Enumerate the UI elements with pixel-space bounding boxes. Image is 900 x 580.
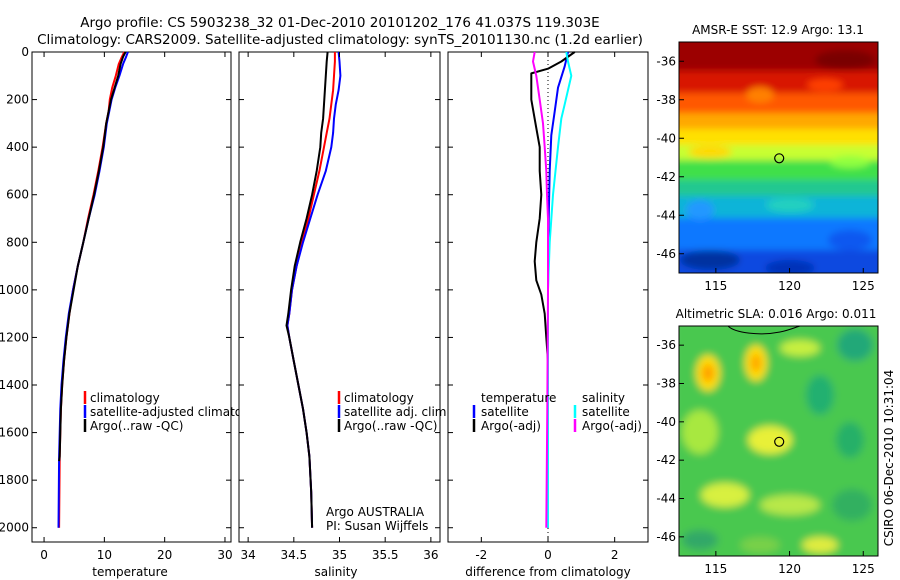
map-y-tick-label: -46 (656, 247, 676, 261)
temperature-axis-label: temperature (92, 565, 167, 579)
y-tick-label: 1800 (0, 473, 29, 487)
map-y-tick-label: -38 (656, 93, 676, 107)
legend-label-climatology: climatology (344, 391, 414, 405)
series-line-temperature-argo-adj (530, 51, 576, 362)
temperature-axes-frame (31, 51, 232, 543)
legend-title-temperature: temperature (481, 391, 556, 405)
sla-map-ticks: 115 120 125 -36 -38 -40 -42 -44 -46 (656, 338, 874, 576)
sla-map-frame (678, 325, 879, 557)
map-x-tick-label: 115 (704, 279, 727, 293)
temperature-profile-lines (57, 51, 129, 528)
y-tick-label: 1400 (0, 378, 29, 392)
salinity-axis-ticks: 34 34.5 35 35.5 36 (239, 51, 440, 562)
y-tick-label: 1000 (0, 283, 29, 297)
sla-map-title: Altimetric SLA: 0.016 Argo: 0.011 (676, 307, 877, 321)
temperature-panel: 0 10 20 30 0 200 400 600 800 1000 1200 1400 1600 1800… (0, 45, 260, 579)
legend-label-sal-argo: Argo(-adj) (582, 419, 642, 433)
x-tick-label: 0 (40, 548, 48, 562)
difference-panel: -2 0 2 difference from climatology tempera… (447, 51, 649, 579)
x-tick-label: 0 (544, 548, 552, 562)
annotation-pi: PI: Susan Wijffels (326, 519, 428, 533)
legend-title-salinity: salinity (582, 391, 625, 405)
y-tick-label: 600 (6, 188, 29, 202)
map-y-tick-label: -36 (656, 54, 676, 68)
difference-profile-lines (530, 51, 576, 528)
sla-argo-position-marker (774, 436, 785, 447)
header-line-2: Climatology: CARS2009. Satellite-adjuste… (37, 32, 643, 48)
legend-label-argo: Argo(..raw -QC) (90, 419, 183, 433)
sst-map-ticks: 115 120 125 -36 -38 -40 -42 -44 -46 (656, 54, 874, 293)
difference-legend: temperature satellite Argo(-adj) salinit… (472, 391, 642, 433)
x-tick-label: -2 (475, 548, 487, 562)
sst-argo-position-marker (774, 153, 785, 164)
map-x-tick-label: 115 (704, 562, 727, 576)
sla-map-contour (727, 325, 801, 335)
salinity-profile-lines (285, 51, 342, 528)
x-tick-label: 34 (240, 548, 255, 562)
difference-axis-label: difference from climatology (465, 565, 631, 579)
map-y-tick-label: -40 (656, 131, 676, 145)
legend-label-satellite-adjusted: satellite-adjusted climatolog (90, 405, 260, 419)
legend-label-argo: Argo(..raw -QC) (344, 419, 437, 433)
series-line-argo-raw-qc (285, 51, 329, 528)
header-line-1: Argo profile: CS 5903238_32 01-Dec-2010 … (80, 15, 599, 31)
series-line-salinity-argo-adj (532, 51, 549, 528)
legend-label-climatology: climatology (90, 391, 160, 405)
map-y-tick-label: -44 (656, 492, 676, 506)
series-line-argo-raw-qc (58, 51, 127, 462)
sla-map-panel: Altimetric SLA: 0.016 Argo: 0.011 (656, 307, 879, 576)
temperature-axis-ticks: 0 10 20 30 0 200 400 600 800 1000 1200 1400 1600 1800… (0, 45, 233, 562)
salinity-axis-label: salinity (314, 565, 357, 579)
map-y-tick-label: -36 (656, 338, 676, 352)
x-tick-label: 35.5 (372, 548, 399, 562)
legend-label-temp-satellite: satellite (481, 405, 529, 419)
map-x-tick-label: 125 (852, 279, 875, 293)
y-tick-label: 200 (6, 93, 29, 107)
map-y-tick-label: -38 (656, 377, 676, 391)
sst-map-frame (678, 41, 879, 274)
annotation-argo-australia: Argo AUSTRALIA (326, 505, 425, 519)
x-tick-label: 35 (332, 548, 347, 562)
sst-heatmap (679, 42, 878, 273)
map-y-tick-label: -42 (656, 453, 676, 467)
map-x-tick-label: 125 (852, 562, 875, 576)
x-tick-label: 30 (217, 548, 232, 562)
y-tick-label: 400 (6, 140, 29, 154)
legend-label-sal-satellite: satellite (582, 405, 630, 419)
x-tick-label: 2 (611, 548, 619, 562)
temperature-legend: climatology satellite-adjusted climatolo… (83, 391, 260, 433)
legend-label-temp-argo: Argo(-adj) (481, 419, 541, 433)
x-tick-label: 34.5 (280, 548, 307, 562)
x-tick-label: 36 (423, 548, 438, 562)
x-tick-label: 10 (97, 548, 112, 562)
map-y-tick-label: -44 (656, 208, 676, 222)
x-tick-label: 20 (157, 548, 172, 562)
map-y-tick-label: -46 (656, 530, 676, 544)
salinity-legend: climatology satellite adj. clim. Argo(..… (337, 391, 450, 433)
y-tick-label: 1200 (0, 330, 29, 344)
sst-map-panel: AMSR-E SST: 12.9 Argo: 13.1 (656, 23, 879, 293)
map-x-tick-label: 120 (778, 279, 801, 293)
y-tick-label: 800 (6, 235, 29, 249)
y-tick-label: 0 (21, 45, 29, 59)
map-x-tick-label: 120 (778, 562, 801, 576)
salinity-axes-frame (238, 51, 441, 543)
y-tick-label: 1600 (0, 426, 29, 440)
y-tick-label: 2000 (0, 521, 29, 535)
map-y-tick-label: -42 (656, 170, 676, 184)
sst-map-title: AMSR-E SST: 12.9 Argo: 13.1 (692, 23, 864, 37)
legend-label-satellite-adj: satellite adj. clim. (344, 405, 450, 419)
salinity-panel: 34 34.5 35 35.5 36 salinity climatology sate… (238, 51, 450, 579)
difference-axis-ticks: -2 0 2 (448, 51, 648, 562)
csiro-timestamp: CSIRO 06-Dec-2010 10:31:04 (882, 370, 896, 547)
map-y-tick-label: -40 (656, 415, 676, 429)
sla-heatmap (679, 326, 878, 556)
